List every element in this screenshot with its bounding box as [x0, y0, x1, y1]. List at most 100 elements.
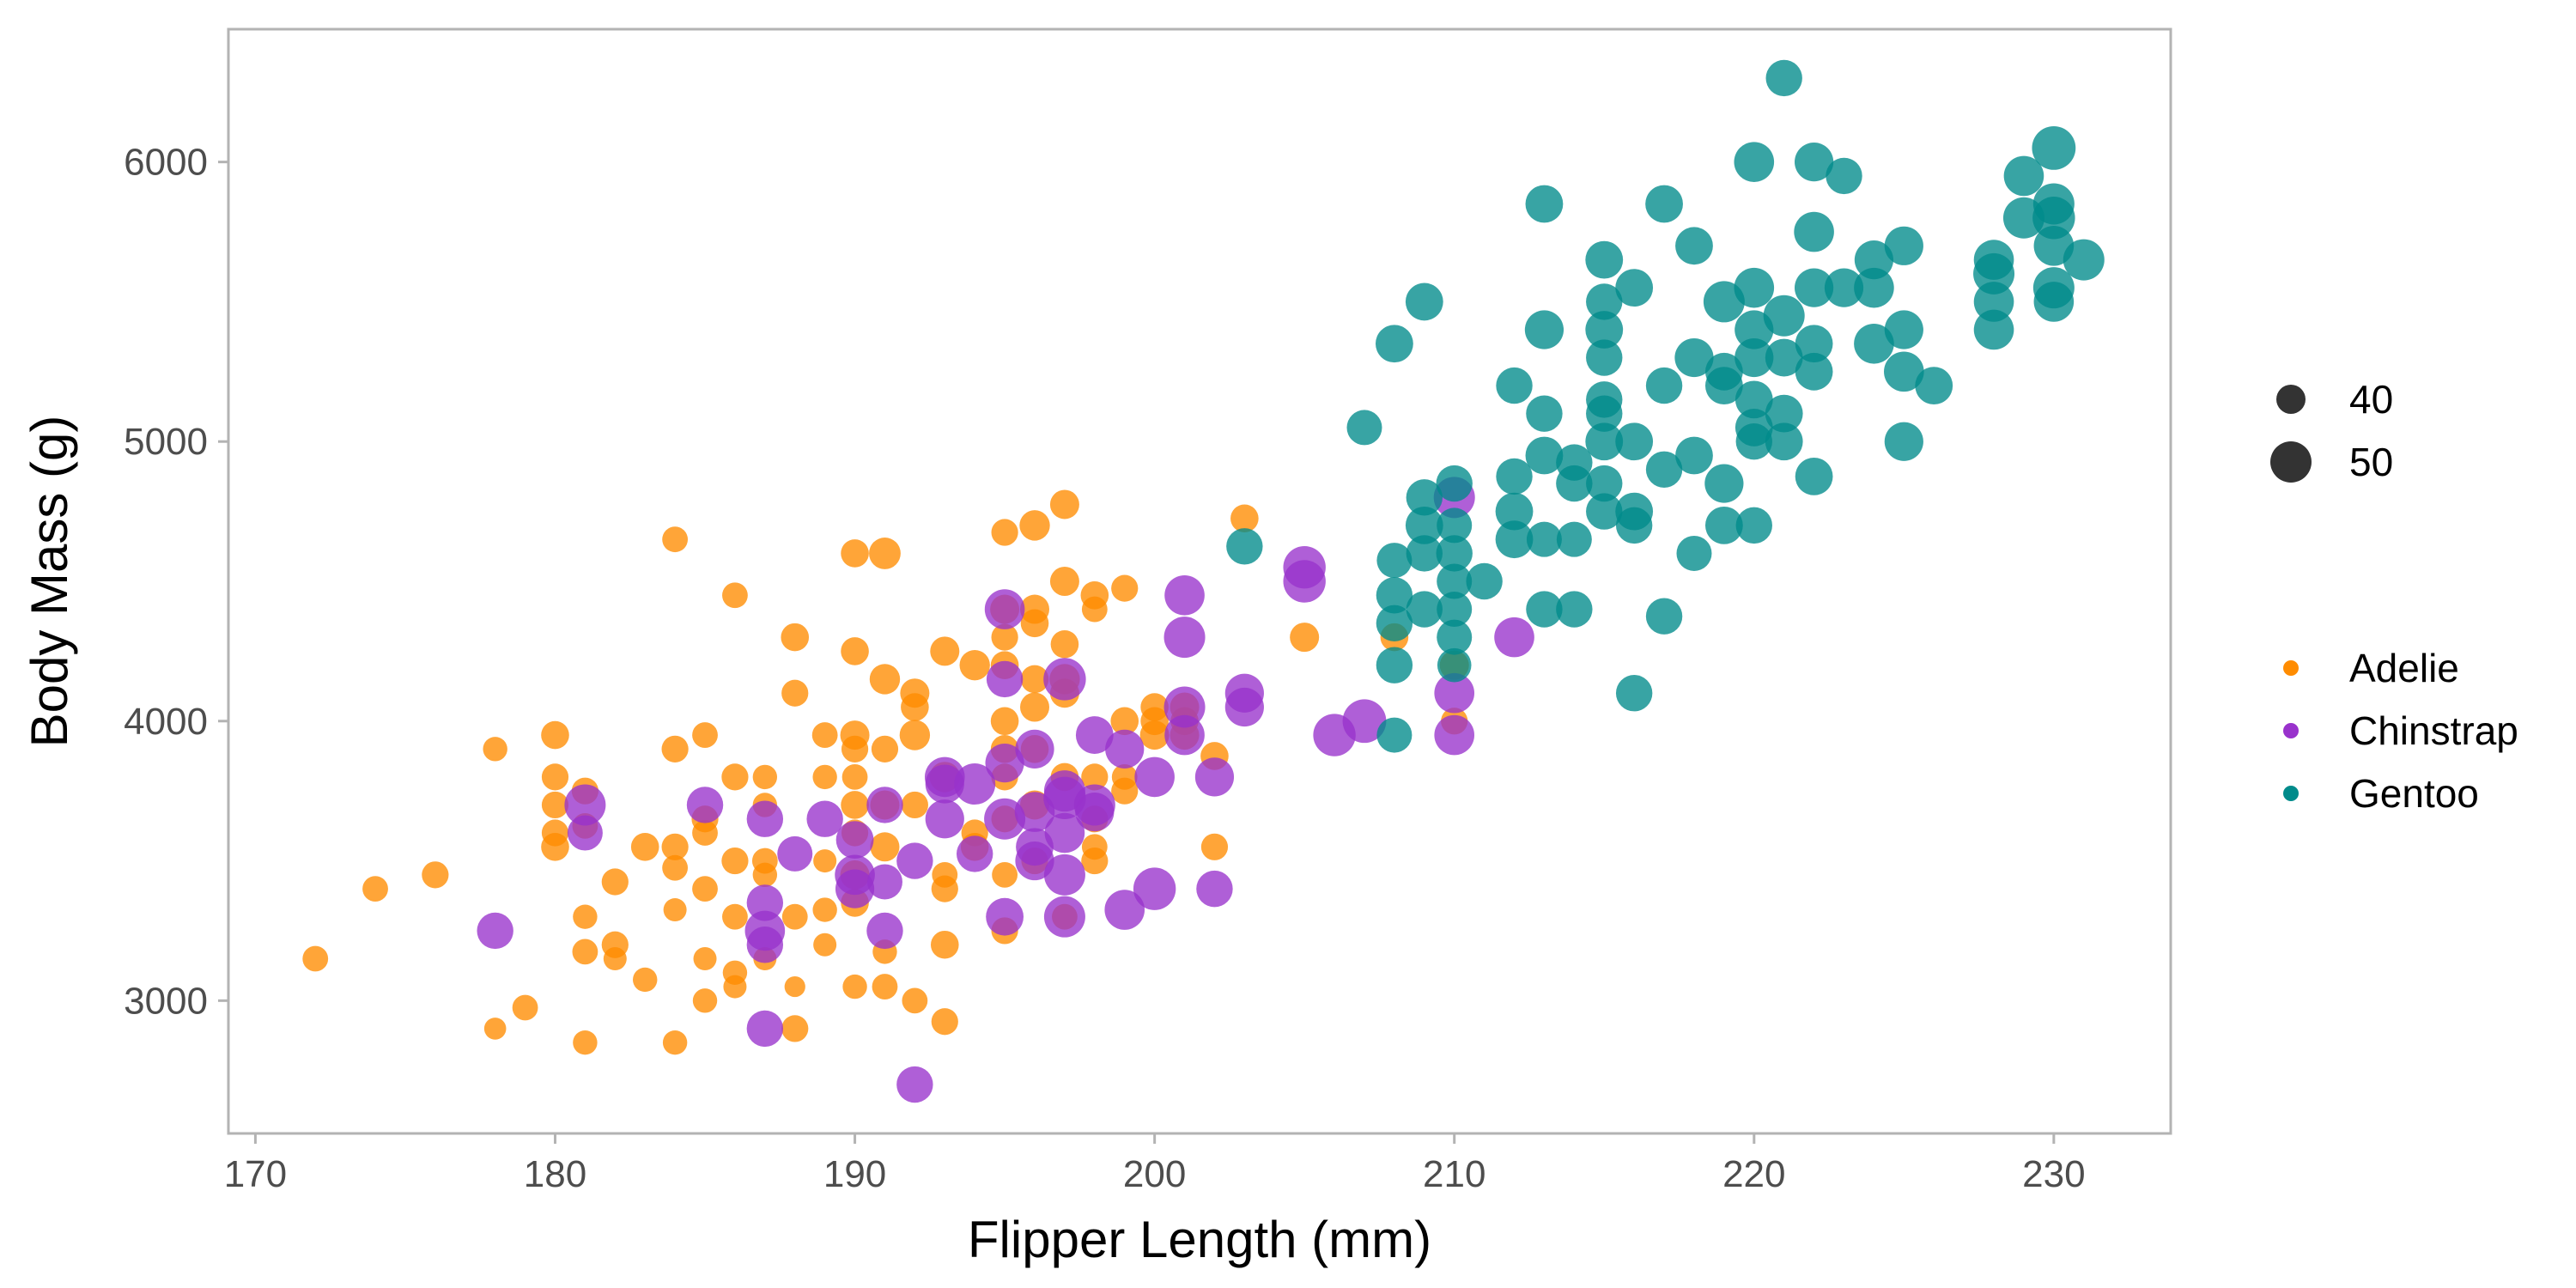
point-adelie [633, 967, 658, 993]
point-adelie [930, 930, 959, 959]
point-adelie [812, 764, 837, 790]
point-adelie [841, 763, 868, 790]
point-adelie [870, 832, 900, 862]
point-gentoo [1795, 325, 1833, 363]
point-gentoo [1406, 479, 1443, 516]
point-adelie [959, 649, 990, 681]
point-gentoo [2003, 155, 2044, 197]
x-tick-label: 190 [823, 1153, 886, 1195]
x-tick-label: 200 [1123, 1153, 1186, 1195]
size-legend-label-large: 50 [2349, 440, 2393, 484]
point-gentoo [1735, 409, 1773, 447]
y-axis-title: Body Mass (g) [21, 416, 78, 748]
point-gentoo [1675, 227, 1713, 265]
point-gentoo [1406, 535, 1443, 572]
point-adelie [572, 939, 598, 965]
point-gentoo [1735, 337, 1774, 378]
point-gentoo [1586, 465, 1623, 502]
point-gentoo [1973, 309, 2014, 350]
legend-label-adelie: Adelie [2349, 646, 2459, 690]
point-gentoo [1735, 380, 1773, 419]
point-gentoo [1526, 591, 1563, 628]
point-chinstrap [985, 744, 1024, 783]
point-adelie [721, 763, 749, 791]
point-chinstrap [744, 910, 786, 951]
point-gentoo [1795, 352, 1833, 391]
point-gentoo [1525, 436, 1564, 475]
point-adelie [1140, 693, 1169, 721]
point-gentoo [1526, 395, 1563, 432]
point-adelie [931, 1008, 958, 1036]
size-legend-label-small: 40 [2349, 377, 2393, 422]
point-adelie [841, 539, 869, 568]
point-adelie [813, 933, 837, 957]
point-chinstrap [1043, 658, 1086, 701]
point-gentoo [1405, 283, 1443, 321]
point-gentoo [2063, 239, 2105, 281]
point-adelie [1049, 489, 1079, 519]
point-adelie [541, 763, 569, 791]
point-adelie [899, 720, 931, 750]
point-adelie [811, 722, 838, 748]
point-gentoo [1826, 157, 1862, 195]
point-gentoo [1437, 563, 1473, 599]
point-gentoo [1854, 240, 1894, 280]
point-gentoo [1884, 351, 1924, 392]
point-adelie [1111, 574, 1139, 602]
point-adelie [362, 876, 388, 902]
point-gentoo [1466, 562, 1503, 600]
point-adelie [840, 720, 870, 750]
point-gentoo [1884, 226, 1923, 265]
legend-label-chinstrap: Chinstrap [2349, 708, 2518, 753]
point-gentoo [1765, 59, 1802, 97]
point-gentoo [1973, 240, 2014, 280]
point-gentoo [1703, 281, 1745, 323]
point-adelie [781, 623, 810, 652]
x-tick-label: 230 [2022, 1153, 2085, 1195]
point-adelie [812, 897, 837, 922]
point-adelie [541, 720, 569, 750]
point-gentoo [1645, 598, 1683, 635]
point-gentoo [1226, 528, 1263, 565]
plot-panel [227, 27, 2172, 1135]
point-chinstrap [746, 1010, 784, 1048]
point-gentoo [1496, 458, 1533, 495]
point-gentoo [1615, 422, 1654, 461]
point-adelie [483, 737, 507, 762]
point-adelie [781, 679, 809, 707]
point-gentoo [1405, 506, 1443, 544]
point-chinstrap [567, 815, 603, 851]
point-gentoo [1824, 268, 1864, 307]
point-chinstrap [1043, 896, 1085, 938]
point-adelie [541, 791, 569, 819]
point-chinstrap [896, 842, 933, 879]
y-tick-label: 5000 [124, 421, 208, 463]
point-chinstrap [1164, 574, 1205, 616]
point-adelie [841, 791, 869, 819]
point-adelie [751, 848, 778, 874]
point-chinstrap [835, 854, 875, 896]
point-adelie [781, 903, 808, 930]
point-adelie [1081, 834, 1108, 860]
point-chinstrap [1224, 673, 1264, 713]
point-gentoo [1585, 240, 1624, 279]
point-gentoo [1735, 507, 1772, 544]
point-chinstrap [1342, 699, 1387, 744]
point-chinstrap [1196, 870, 1233, 908]
point-adelie [784, 975, 805, 998]
y-tick-label: 6000 [124, 142, 208, 184]
point-chinstrap [746, 800, 784, 837]
point-gentoo [1795, 268, 1834, 307]
point-adelie [991, 519, 1018, 546]
y-tick-label: 4000 [124, 701, 208, 743]
point-adelie [573, 1030, 598, 1055]
point-chinstrap [1194, 757, 1235, 797]
point-gentoo [1436, 465, 1473, 502]
point-adelie [1200, 833, 1229, 860]
point-chinstrap [866, 787, 903, 823]
point-adelie [483, 1018, 507, 1040]
point-gentoo [1734, 142, 1775, 182]
point-gentoo [1376, 647, 1413, 683]
point-adelie [1230, 504, 1259, 533]
point-gentoo [1376, 577, 1413, 614]
